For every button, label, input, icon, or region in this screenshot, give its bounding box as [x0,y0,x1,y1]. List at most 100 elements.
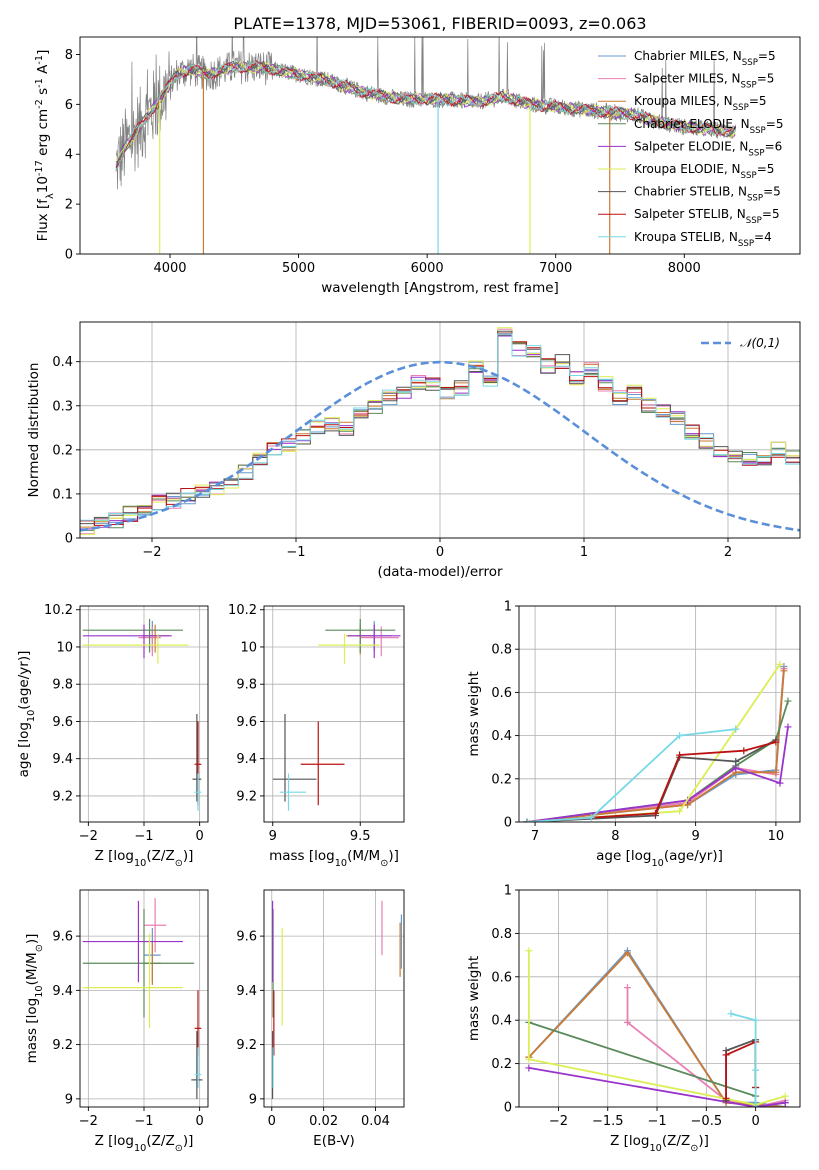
x-tick-label: −1 [134,829,153,844]
plot-area [82,619,202,811]
series-line [526,739,777,822]
data-point [752,1066,760,1074]
x-tick-label: 2 [724,545,732,560]
series-line [730,1012,757,1107]
y-tick-label: 9.2 [236,1038,257,1053]
errorbar-kroupa-miles [141,624,170,653]
figure-title: PLATE=1378, MJD=53061, FIBERID=0093, z=0… [233,14,646,33]
x-axis-label: mass [log10(M/M⊙)] [269,848,399,869]
legend-label: Salpeter ELODIE, NSSP=6 [634,139,782,158]
x-tick-label: 10 [768,829,785,844]
x-tick-label: 0.04 [361,1114,390,1129]
y-tick-label: 0.4 [491,1014,512,1029]
series-line [526,666,785,822]
y-tick-label: 9.8 [236,678,257,693]
y-tick-label: 9 [65,1092,73,1107]
x-axis-label: Z [log10(Z/Z⊙)] [95,1133,194,1154]
data-point [623,949,631,957]
data-point [722,1094,730,1102]
x-tick-label: 5000 [282,261,315,276]
series-kroupa-elodie [525,947,789,1107]
data-point [784,697,792,705]
data-point [732,725,740,733]
x-tick-label: 7000 [539,261,572,276]
legend: Chabrier MILES, NSSP=5 Salpeter MILES, NS… [598,49,783,249]
y-tick-label: 0.3 [52,399,73,414]
y-tick-label: 9.6 [52,930,73,945]
y-tick-label: 0 [65,532,73,547]
y-axis-label: Normed distribution [26,363,42,498]
x-tick-label: 6000 [411,261,444,276]
series-line [526,663,781,822]
series-line [526,670,785,822]
y-tick-label: 1 [504,600,512,615]
y-tick-label: 0.6 [491,970,512,985]
series-line [528,1067,786,1107]
y-tick-label: 0.6 [491,686,512,701]
gaussian-curve [80,360,800,532]
series-line [725,1040,757,1099]
x-tick-label: −2 [142,545,161,560]
plot-area [525,947,789,1107]
y-tick-label: 9.2 [236,789,257,804]
errorbar-kroupa-stelib [194,1047,202,1089]
data-point [781,1092,789,1100]
y-tick-label: 0.4 [52,355,73,370]
y-axis-label: age [log10(age/yr)] [16,651,37,778]
data-point [623,1018,631,1026]
x-tick-label: −1 [647,1114,666,1129]
y-tick-label: 0.2 [491,1057,512,1072]
data-point [781,1099,789,1107]
errorbar-chabrier-stelib [191,1031,203,1099]
x-tick-label: −2 [79,1114,98,1129]
panel-weight-vs-Z: −2 −1.5 −1 −0.5 0 0 0.2 0.4 0.6 0.8 1 Z [log10(Z/Z⊙… [466,884,801,1154]
y-axis-label: mass weight [466,956,482,1041]
x-tick-label: 0 [751,1114,759,1129]
x-axis-label: (data-model)/error [377,564,503,580]
legend-label: Chabrier STELIB, NSSP=5 [634,185,781,204]
errorbar-kroupa-elodie [82,633,189,664]
legend-label: Chabrier ELODIE, NSSP=5 [634,117,783,136]
x-axis-label: Z [log10(Z/Z⊙)] [95,848,194,869]
x-axis-label: wavelength [Angstrom, rest frame] [321,280,559,296]
errorbar-salpeter-miles [360,626,399,657]
series-line [526,728,736,822]
y-tick-label: 9.4 [236,752,257,767]
series-kroupa-stelib [727,1010,760,1107]
series-kroupa-elodie [523,660,784,822]
y-tick-label: 0.2 [52,443,73,458]
x-tick-label: −2 [549,1114,568,1129]
x-axis-label: E(B-V) [313,1133,355,1149]
x-tick-label: 0 [196,829,204,844]
panel-age-vs-Z: −2 −1 0 9.2 9.4 9.6 9.8 10 10.2 Z [log10(Z/Z⊙)] ag… [16,603,209,869]
x-tick-label: 0 [436,545,444,560]
y-axis-label: mass weight [466,671,482,756]
y-tick-label: 2 [65,198,73,213]
axes-frame [263,889,405,1108]
x-axis-label: age [log10(age/yr)] [596,848,723,869]
errorbar-kroupa-stelib [194,773,202,811]
data-point [740,747,748,755]
legend-label: Kroupa MILES, NSSP=5 [634,94,767,113]
y-tick-label: 0.2 [491,772,512,787]
x-tick-label: 9 [691,829,699,844]
y-axis-label: Flux [fλ10-17 erg cm-2 s-1 A-1] [34,50,56,242]
errorbar-salpeter-elodie [82,900,183,983]
x-tick-label: −1.5 [592,1114,624,1129]
y-tick-label: 9 [249,1092,257,1107]
x-tick-label: −0.5 [691,1114,723,1129]
errorbar-salpeter-stelib [194,990,202,1056]
data-point [676,732,684,740]
y-tick-label: 1 [504,884,512,899]
x-tick-label: 7 [531,829,539,844]
y-tick-label: 0 [504,1101,512,1116]
x-tick-label: 0.02 [309,1114,338,1129]
panel-weight-vs-age: 7 8 9 10 0 0.2 0.4 0.6 0.8 1 age [log10(age/yr)] ma… [466,600,801,869]
errorbar-kroupa-stelib [279,773,306,811]
model-salpeter-stelib [115,59,736,169]
y-tick-label: 10.2 [228,603,257,618]
axes-frame [79,36,801,255]
data-point [752,1016,760,1024]
panel-spectrum: 4000 5000 6000 7000 8000 0 2 4 6 8 wavelength [Ang… [34,36,801,296]
y-tick-label: 0.1 [52,487,73,502]
